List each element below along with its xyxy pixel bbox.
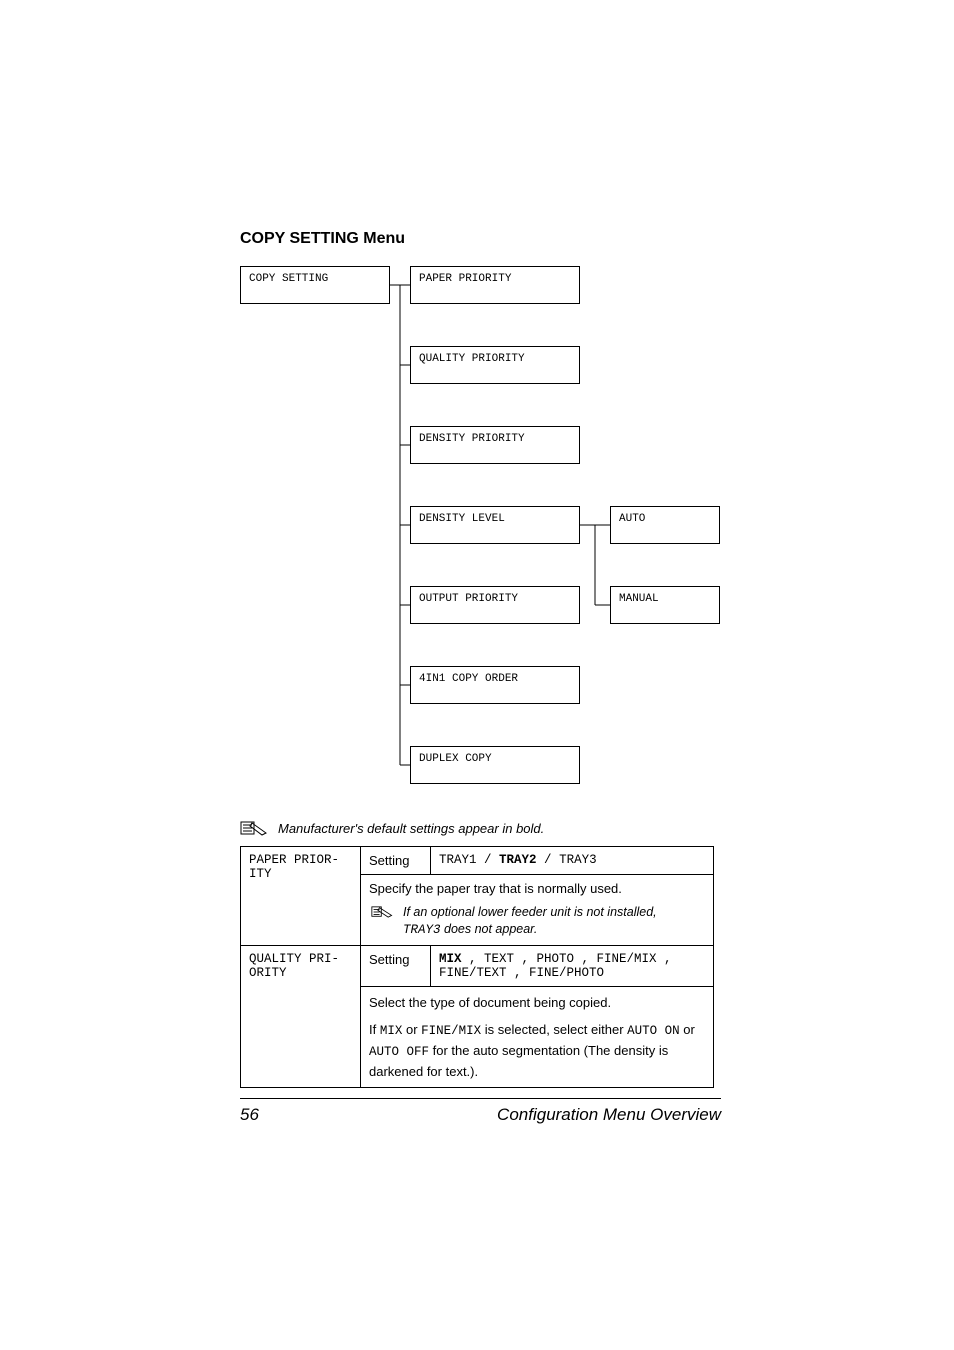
- note-icon: [240, 820, 268, 836]
- tree-leaf-auto: AUTO: [610, 506, 720, 544]
- tree-mid-duplex-copy: DUPLEX COPY: [410, 746, 580, 784]
- note-icon: [371, 904, 395, 920]
- tree-mid-output-priority: OUTPUT PRIORITY: [410, 586, 580, 624]
- menu-tree: COPY SETTING PAPER PRIORITY QUALITY PRIO…: [240, 266, 714, 806]
- footer-title: Configuration Menu Overview: [497, 1105, 721, 1125]
- tree-mid-4in1-copy-order: 4IN1 COPY ORDER: [410, 666, 580, 704]
- page-number: 56: [240, 1105, 259, 1125]
- settings-table: PAPER PRIOR-ITY Setting TRAY1 / TRAY2 / …: [240, 846, 714, 1088]
- t-mono: FINE/MIX: [421, 1024, 481, 1038]
- desc-text-2: If MIX or FINE/MIX is selected, select e…: [369, 1020, 705, 1081]
- note-text: Manufacturer's default settings appear i…: [278, 821, 544, 836]
- row-label-quality-priority: QUALITY PRI-ORITY: [241, 945, 361, 1088]
- row-label-paper-priority: PAPER PRIOR-ITY: [241, 847, 361, 946]
- setting-option: TRAY1: [439, 853, 477, 867]
- t: is selected, select either: [481, 1022, 627, 1037]
- setting-label: Setting: [361, 847, 431, 875]
- table-row: QUALITY PRI-ORITY Setting MIX , TEXT , P…: [241, 945, 714, 986]
- t: or: [680, 1022, 695, 1037]
- inner-note: If an optional lower feeder unit is not …: [369, 904, 705, 939]
- row-desc-quality: Select the type of document being copied…: [361, 986, 714, 1088]
- t-mono: AUTO OFF: [369, 1045, 429, 1059]
- note-tail: does not appear.: [441, 922, 538, 936]
- desc-text: Specify the paper tray that is normally …: [369, 881, 705, 896]
- setting-value-paper: TRAY1 / TRAY2 / TRAY3: [431, 847, 714, 875]
- tree-root: COPY SETTING: [240, 266, 390, 304]
- setting-option-bold: MIX: [439, 952, 462, 966]
- tree-mid-density-level: DENSITY LEVEL: [410, 506, 580, 544]
- setting-value-quality: MIX , TEXT , PHOTO , FINE/MIX , FINE/TEX…: [431, 945, 714, 986]
- t-mono: AUTO ON: [627, 1024, 680, 1038]
- default-settings-note: Manufacturer's default settings appear i…: [240, 820, 714, 836]
- t-mono: MIX: [380, 1024, 403, 1038]
- t: or: [402, 1022, 421, 1037]
- tree-leaf-manual: MANUAL: [610, 586, 720, 624]
- setting-option: TRAY3: [559, 853, 597, 867]
- row-desc-paper: Specify the paper tray that is normally …: [361, 875, 714, 946]
- tree-mid-density-priority: DENSITY PRIORITY: [410, 426, 580, 464]
- tree-mid-paper-priority: PAPER PRIORITY: [410, 266, 580, 304]
- table-row: PAPER PRIOR-ITY Setting TRAY1 / TRAY2 / …: [241, 847, 714, 875]
- setting-option-bold: TRAY2: [499, 853, 537, 867]
- tree-mid-quality-priority: QUALITY PRIORITY: [410, 346, 580, 384]
- desc-text: Select the type of document being copied…: [369, 993, 705, 1013]
- setting-options-rest: , TEXT , PHOTO , FINE/MIX , FINE/TEXT , …: [439, 952, 672, 980]
- section-heading: COPY SETTING Menu: [240, 230, 714, 248]
- page-footer: 56 Configuration Menu Overview: [240, 1098, 721, 1125]
- setting-label: Setting: [361, 945, 431, 986]
- t: If: [369, 1022, 380, 1037]
- note-mono: TRAY3: [403, 923, 441, 937]
- footer-rule: [240, 1098, 721, 1099]
- note-line: If an optional lower feeder unit is not …: [403, 905, 657, 919]
